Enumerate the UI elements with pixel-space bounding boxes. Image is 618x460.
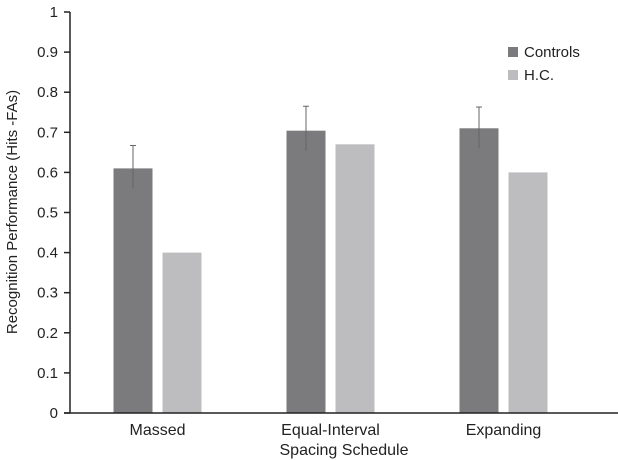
legend-label-controls: Controls	[524, 44, 580, 61]
y-tick-label: 0.1	[37, 365, 58, 382]
bar-hc-0	[162, 252, 202, 413]
y-tick-label: 0.6	[37, 164, 58, 181]
bar-hc-1	[335, 144, 375, 413]
bar-controls-0	[113, 168, 153, 413]
bar-hc-2	[508, 172, 548, 413]
y-tick-label: 0.8	[37, 84, 58, 101]
y-tick-label: 0.2	[37, 325, 58, 342]
y-tick-label: 0.9	[37, 44, 58, 61]
x-tick-label: Equal-Interval	[281, 422, 380, 439]
y-tick-label: 0.3	[37, 285, 58, 302]
y-tick-label: 0.5	[37, 205, 58, 222]
legend-swatch-hc	[508, 70, 518, 80]
y-tick-label: 1	[50, 4, 58, 21]
y-axis-label: Recognition Performance (Hits -FAs)	[4, 90, 21, 334]
x-tick-label: Expanding	[466, 422, 542, 439]
x-tick-label: Massed	[129, 422, 185, 439]
bar-controls-1	[286, 130, 326, 414]
y-tick-label: 0.7	[37, 124, 58, 141]
y-tick-label: 0	[50, 405, 58, 422]
legend-label-hc: H.C.	[524, 67, 554, 84]
legend-swatch-controls	[508, 47, 518, 57]
y-tick-label: 0.4	[37, 245, 58, 262]
bar-controls-2	[459, 128, 499, 414]
legend: Controls H.C.	[508, 44, 580, 84]
x-axis-label: Spacing Schedule	[280, 442, 409, 459]
